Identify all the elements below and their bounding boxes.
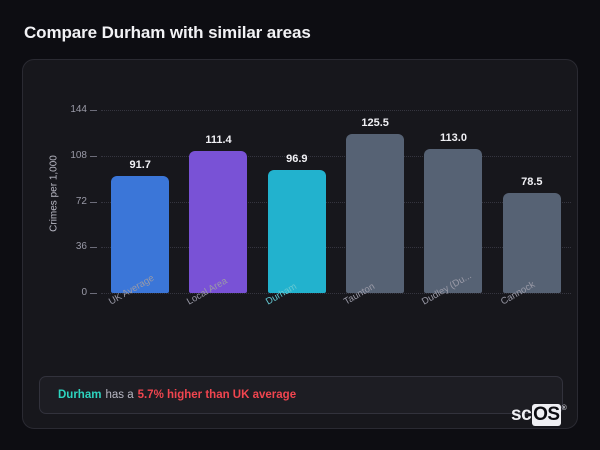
y-tick-mark (90, 155, 97, 157)
plot-gridlines: 0 36 72 108 144 (70, 104, 571, 298)
logo-text-os: OS (532, 404, 561, 426)
bar-value-label: 91.7 (129, 159, 151, 172)
gridline: 0 (81, 287, 571, 298)
bar[interactable] (111, 176, 170, 293)
y-tick-label: 36 (75, 241, 87, 253)
bar-group[interactable]: 113.0 Dudley (Du... (414, 110, 492, 308)
bar-group[interactable]: 111.4 Local Area (179, 110, 257, 308)
bar-group[interactable]: 125.5 Taunton (336, 110, 414, 308)
bar[interactable] (189, 151, 248, 293)
gridline: 144 (70, 104, 571, 115)
y-tick-label: 72 (75, 195, 87, 207)
bar[interactable] (267, 169, 326, 293)
bar-group[interactable]: 91.7 UK Average (101, 110, 179, 308)
bar-value-label: 78.5 (521, 176, 543, 189)
page-title: Compare Durham with similar areas (24, 23, 311, 42)
y-tick-mark (90, 110, 97, 111)
chart-card: Crimes per 1,000 0 36 72 108 144 91.7 UK Aver… (22, 59, 578, 429)
annotation-middle-text: has a (105, 389, 134, 401)
bar-group[interactable]: 96.9 Durham (258, 110, 336, 308)
bar-value-label: 96.9 (286, 152, 308, 165)
y-tick-label: 144 (70, 104, 87, 115)
annotation-bar: Durham has a 5.7% higher than UK average (39, 376, 563, 414)
gridline: 72 (76, 196, 571, 207)
scos-logo: sc OS ® (511, 404, 567, 426)
bar-value-label: 125.5 (361, 116, 389, 129)
y-tick-mark (90, 201, 97, 203)
logo-text-sc: sc (511, 404, 532, 425)
y-tick-label: 0 (81, 287, 87, 298)
gridline: 36 (76, 241, 571, 252)
gridline: 108 (70, 150, 571, 161)
bar-group[interactable]: 78.5 Cannock (493, 110, 571, 308)
annotation-area-name: Durham (58, 389, 102, 401)
bar[interactable] (424, 149, 483, 293)
logo-registered-icon: ® (561, 405, 567, 412)
bar[interactable] (346, 133, 405, 293)
y-tick-label: 108 (70, 149, 87, 161)
bar-value-label: 113.0 (440, 132, 467, 145)
y-tick-mark (90, 247, 97, 249)
bar[interactable] (502, 193, 561, 293)
bars-layer: 91.7 UK Average 111.4 Local Area 96.9 Durham 1… (101, 110, 571, 308)
y-axis-title: Crimes per 1,000 (48, 155, 60, 232)
y-tick-mark (90, 293, 97, 294)
annotation-stat-text: 5.7% higher than UK average (137, 389, 297, 401)
bar-value-label: 111.4 (205, 134, 232, 147)
bar-chart-plot: Crimes per 1,000 0 36 72 108 144 91.7 UK Aver… (23, 60, 579, 360)
